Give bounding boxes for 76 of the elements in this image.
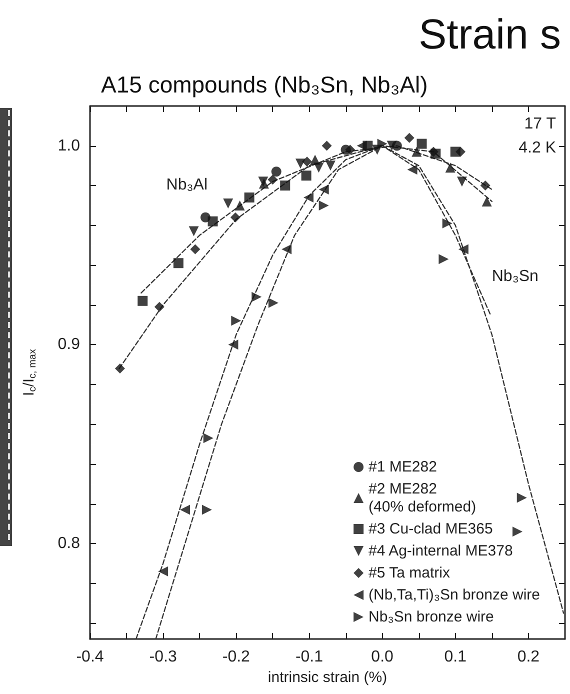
point (203, 433, 214, 444)
legend-label: (Nb,Ta,Ti)₃Sn bronze wire (368, 586, 540, 604)
point (416, 138, 427, 149)
point (314, 162, 324, 173)
point (456, 176, 467, 187)
legend-label: #4 Ag-internal ME378 (368, 542, 513, 560)
point (154, 302, 164, 312)
point (180, 504, 190, 515)
point (345, 144, 356, 155)
point (318, 184, 329, 195)
point (442, 218, 452, 228)
point (445, 162, 456, 173)
annotation: 4.2 K (518, 140, 556, 156)
point (268, 298, 278, 308)
chart-subtitle: A15 compounds (Nb₃Sn, Nb₃Al) (101, 72, 428, 98)
legend-label: #3 Cu-clad ME365 (368, 520, 493, 538)
x-tick-label: -0.2 (222, 648, 250, 666)
point (244, 192, 254, 202)
x-axis-title: intrinsic strain (%) (268, 668, 388, 686)
chart-title: Strain s (418, 10, 562, 58)
point (231, 316, 242, 326)
y-tick-label: 0.8 (58, 535, 80, 552)
point (482, 196, 492, 206)
point (325, 160, 336, 171)
point (407, 164, 418, 175)
annotation: 17 T (524, 116, 556, 132)
point (438, 254, 449, 264)
point (190, 244, 200, 254)
point (386, 140, 397, 151)
point (280, 180, 290, 191)
point (458, 244, 468, 254)
point (428, 146, 438, 157)
legend-label: #2 ME282 (40% deformed) (368, 480, 476, 516)
point (208, 216, 218, 226)
legend-label: #5 Ta matrix (368, 564, 450, 582)
x-tick-label: 0.0 (371, 648, 394, 666)
point (356, 140, 367, 151)
x-tick-label: 0.2 (517, 648, 540, 666)
point (377, 138, 388, 149)
point (114, 364, 125, 374)
y-tick-label: 0.9 (58, 336, 80, 354)
point (295, 158, 306, 169)
annotation: Nb₃Al (166, 176, 208, 194)
point (322, 140, 332, 151)
legend-label: #1 ME282 (368, 458, 437, 476)
point (234, 200, 245, 210)
point (188, 226, 199, 236)
annotation: Nb₃Sn (492, 268, 538, 286)
point (158, 566, 168, 576)
x-tick-label: -0.4 (76, 648, 104, 666)
point (271, 166, 282, 177)
point (230, 212, 240, 222)
point (412, 146, 422, 157)
point (173, 258, 184, 268)
point (252, 292, 262, 302)
point (304, 192, 314, 202)
legend-label: Nb₃Sn bronze wire (368, 608, 494, 626)
x-tick-label: -0.3 (149, 648, 177, 666)
point (268, 174, 278, 185)
point (404, 132, 414, 143)
point (223, 198, 234, 208)
point (301, 170, 312, 181)
point (318, 200, 329, 210)
point (456, 146, 466, 157)
y-tick-label: 1.0 (58, 137, 80, 154)
point (512, 526, 522, 537)
point (516, 492, 527, 503)
point (480, 180, 490, 191)
x-tick-label: 0.1 (444, 648, 467, 666)
x-tick-label: -0.1 (295, 648, 324, 666)
y-axis-title: Ic/Ic, max (20, 349, 38, 396)
point (138, 296, 148, 306)
point (228, 340, 238, 350)
point (282, 244, 292, 254)
point (202, 504, 212, 515)
point (302, 156, 312, 167)
